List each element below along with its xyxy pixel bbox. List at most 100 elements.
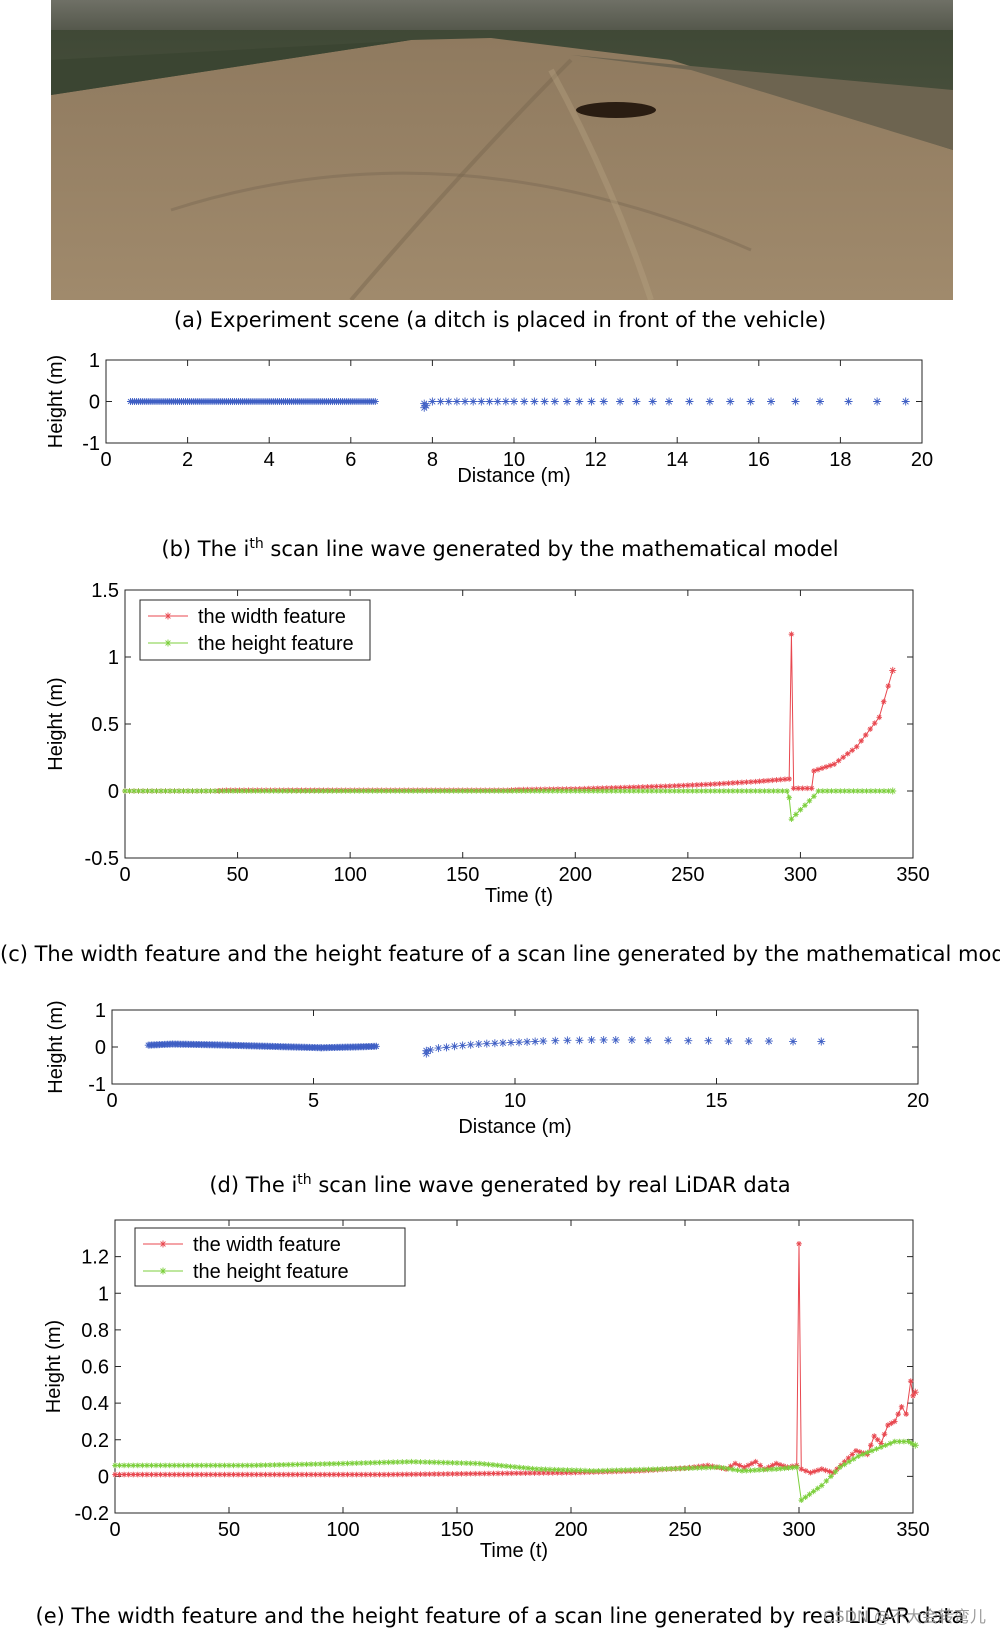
scan-point [789,1037,798,1046]
series-marker [349,1460,355,1467]
series-marker [423,788,430,794]
series-marker [299,1461,305,1468]
series-marker [454,1471,460,1477]
series-marker [690,1465,696,1471]
series-marker [685,782,691,789]
series-marker [326,1471,333,1478]
scan-point [648,397,657,406]
series-marker [705,1462,711,1469]
series-marker [640,788,646,794]
series-marker [303,1461,310,1468]
series-marker [236,787,243,794]
y-tick-label: 0.4 [81,1393,109,1415]
series-marker [756,778,763,785]
series-marker [815,1467,821,1474]
series-marker [477,788,484,794]
legend-marker [159,1267,167,1275]
series-marker [276,1471,282,1478]
series-marker [185,1462,191,1469]
series-marker [712,788,718,794]
series-marker [445,1459,451,1466]
series-marker [363,1471,369,1478]
series-marker [730,780,736,786]
series-marker [130,1462,137,1469]
series-marker [356,788,362,794]
series-marker [789,1463,795,1470]
series-marker [167,788,173,794]
series-marker [271,1462,278,1468]
series-marker [668,1465,674,1472]
series-marker [789,1464,796,1471]
series-marker [613,784,619,791]
series-marker [891,1418,898,1425]
series-marker [347,788,353,794]
y-tick-label: 0.2 [81,1430,109,1452]
series-marker [467,1460,474,1467]
series-marker [786,776,792,782]
series-marker [752,1467,758,1473]
series-marker [898,1403,905,1410]
series-marker [363,1460,369,1466]
series-marker [525,1465,531,1472]
series-marker [244,1471,251,1478]
series-marker [417,1459,424,1465]
series-marker [835,757,842,764]
series-marker [658,783,664,790]
series-marker [507,1463,514,1470]
series-marker [622,788,628,794]
series-marker [873,1446,880,1452]
series-marker [335,1460,342,1467]
series-marker [819,1482,825,1489]
legend-label: the width feature [198,606,346,628]
series-marker [837,788,844,794]
series-marker [486,788,493,794]
series-marker [802,1494,809,1501]
series-marker [599,788,606,794]
caption-d-text: (d) The i [209,1173,298,1197]
series-marker [189,788,196,794]
series-marker [230,788,236,794]
caption-d-superscript: th [297,1172,312,1188]
series-marker [846,1458,852,1465]
series-marker [428,788,434,794]
scan-point [744,1037,753,1046]
series-marker [608,788,615,794]
series-marker [761,788,768,794]
series-marker [149,788,155,794]
scan-point [726,397,735,406]
series-marker [326,1461,333,1467]
series-marker [707,1464,714,1471]
series-marker [850,788,857,794]
x-tick-label: 12 [584,449,606,471]
series-marker [239,1471,246,1478]
series-marker [320,788,326,794]
series-marker [757,1462,764,1469]
scan-point [477,397,486,406]
series-marker [799,785,806,792]
series-marker [765,777,771,784]
series-marker [130,1471,137,1478]
series-marker [486,1470,492,1477]
series-marker [520,786,527,793]
series-marker [250,787,256,794]
legend-marker [164,612,172,620]
series-marker [773,1460,779,1467]
scan-point [426,1045,435,1054]
series-marker [604,788,610,794]
series-marker [781,1463,787,1469]
series-marker [806,798,813,804]
series-marker [730,788,736,794]
series-marker [546,786,553,793]
series-marker [153,1462,159,1469]
scan-point [442,1043,451,1052]
caption-b: (b) The ith scan line wave generated by … [0,537,1000,561]
scan-point [493,397,502,406]
series-marker [441,788,448,794]
series-marker [482,788,489,794]
series-marker [797,806,804,813]
series-marker [280,1471,287,1478]
series-marker [831,761,837,767]
series-marker [854,788,861,794]
series-marker [522,788,529,794]
caption-b-text: (b) The i [161,537,250,561]
